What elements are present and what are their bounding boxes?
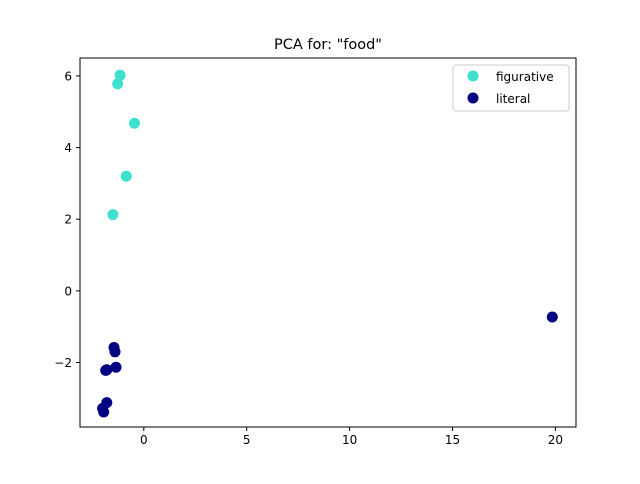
point-literal-8	[98, 406, 110, 418]
x-tick-label: 5	[243, 433, 251, 447]
legend-box	[452, 64, 570, 112]
point-figurative-3	[120, 170, 132, 182]
legend-marker-literal	[467, 92, 479, 104]
legend: figurative literal	[452, 64, 570, 112]
point-literal-0	[546, 311, 558, 323]
legend-marker-figurative	[467, 70, 479, 82]
point-figurative-1	[112, 78, 124, 90]
legend-label-literal: literal	[496, 92, 530, 106]
y-tick-label: 4	[64, 141, 72, 155]
point-literal-2	[109, 346, 121, 358]
point-literal-3	[110, 361, 122, 373]
y-axis: −2 0 2 4 6	[54, 69, 80, 370]
y-tick-label: 2	[64, 213, 72, 227]
point-figurative-0	[114, 69, 126, 81]
y-tick-label: −2	[54, 356, 72, 370]
x-tick-label: 10	[342, 433, 357, 447]
point-literal-5	[101, 364, 113, 376]
chart-title: PCA for: "food"	[274, 37, 382, 53]
point-figurative-4	[107, 209, 119, 221]
plot-frame	[79, 57, 577, 428]
point-figurative-2	[129, 117, 140, 129]
x-axis: 0 5 10 15 20	[140, 427, 563, 447]
y-tick-label: 6	[64, 69, 72, 83]
y-tick-label: 0	[64, 284, 72, 298]
x-tick-label: 20	[548, 433, 563, 447]
points-layer	[97, 69, 558, 418]
x-tick-label: 0	[140, 433, 148, 447]
legend-label-figurative: figurative	[496, 70, 554, 84]
x-tick-label: 15	[445, 433, 460, 447]
